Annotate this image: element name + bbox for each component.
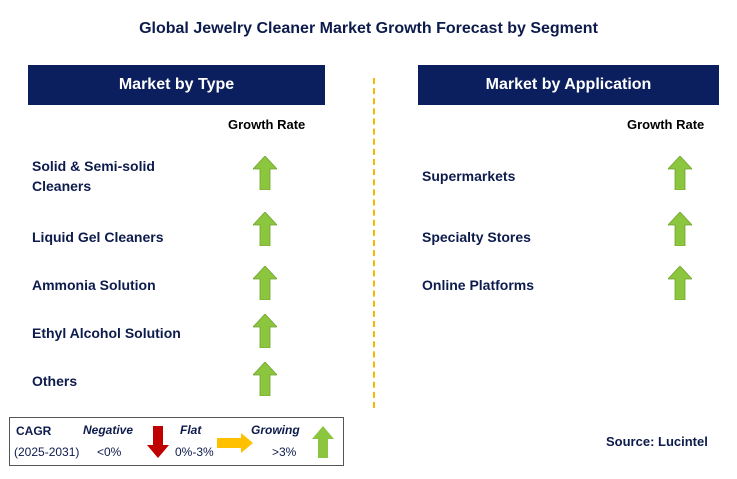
legend-flat-range: 0%-3% bbox=[175, 445, 214, 459]
type-segment-label: Ammonia Solution bbox=[32, 277, 156, 293]
type-segment-label: Ethyl Alcohol Solution bbox=[32, 325, 181, 341]
application-panel-header: Market by Application bbox=[418, 65, 719, 105]
arrow-up-icon bbox=[253, 314, 277, 348]
application-growth-rate-label: Growth Rate bbox=[627, 117, 705, 132]
arrow-up-icon bbox=[253, 362, 277, 396]
application-segment-label: Supermarkets bbox=[422, 168, 516, 184]
page-title: Global Jewelry Cleaner Market Growth For… bbox=[139, 20, 598, 37]
cagr-legend: CAGR (2025-2031) Negative <0% Flat 0%-3%… bbox=[9, 417, 344, 466]
legend-negative-label: Negative bbox=[83, 423, 134, 437]
legend-period: (2025-2031) bbox=[14, 445, 80, 459]
legend-growing-label: Growing bbox=[251, 423, 300, 437]
arrow-up-icon bbox=[253, 156, 277, 190]
type-segment-label: Solid & Semi-solid Cleaners bbox=[32, 158, 155, 194]
source-note: Source: Lucintel bbox=[606, 434, 708, 449]
arrow-up-icon bbox=[668, 266, 692, 300]
arrow-right-icon bbox=[217, 433, 253, 453]
legend-cagr-label: CAGR bbox=[16, 424, 52, 438]
legend-growing-range: >3% bbox=[272, 445, 297, 459]
type-panel-header: Market by Type bbox=[28, 65, 325, 105]
application-segment-label: Online Platforms bbox=[422, 277, 535, 293]
application-segment-label: Specialty Stores bbox=[422, 229, 531, 245]
legend-negative-range: <0% bbox=[97, 445, 122, 459]
type-growth-rate-label: Growth Rate bbox=[228, 117, 306, 132]
arrow-up-icon bbox=[312, 426, 334, 458]
legend-flat-label: Flat bbox=[180, 423, 202, 437]
arrow-up-icon bbox=[668, 156, 692, 190]
type-segment-label: Others bbox=[32, 373, 78, 389]
arrow-down-icon bbox=[147, 426, 169, 458]
type-segment-label: Liquid Gel Cleaners bbox=[32, 229, 164, 245]
arrow-up-icon bbox=[668, 212, 692, 246]
panel-divider bbox=[373, 78, 375, 408]
arrow-up-icon bbox=[253, 212, 277, 246]
arrow-up-icon bbox=[253, 266, 277, 300]
